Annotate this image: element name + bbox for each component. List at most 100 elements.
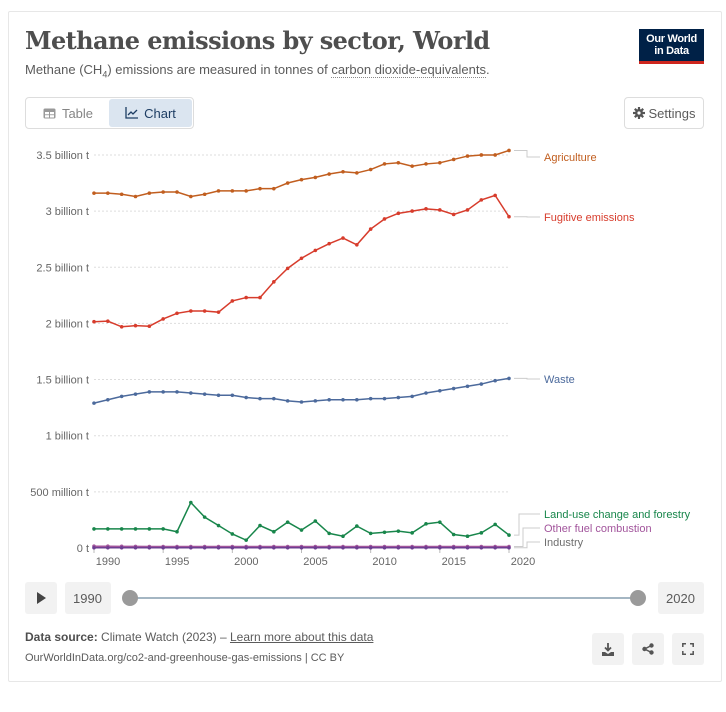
series-waste — [92, 376, 511, 405]
y-tick-label: 3.5 billion t — [36, 150, 89, 162]
data-point — [92, 527, 96, 531]
line-chart-icon — [125, 107, 139, 119]
tab-table[interactable]: Table — [27, 99, 109, 127]
data-point — [507, 533, 511, 537]
view-tabs: Table Chart — [25, 97, 194, 129]
source-url[interactable]: OurWorldInData.org/co2-and-greenhouse-ga… — [25, 652, 345, 664]
legend-label: Industry — [544, 537, 584, 549]
data-point — [341, 534, 345, 539]
x-tick-label: 1990 — [96, 556, 120, 568]
data-point — [106, 397, 110, 402]
data-point — [410, 209, 414, 213]
data-point — [507, 545, 511, 550]
timeline-end-handle[interactable] — [630, 590, 646, 606]
data-point — [133, 527, 138, 531]
x-axis: 1990 1995 2000 2005 2010 2015 2020 — [93, 548, 535, 568]
learn-more-link[interactable]: Learn more about this data — [229, 630, 374, 644]
table-icon — [43, 108, 56, 118]
data-point — [244, 189, 248, 193]
data-point — [272, 529, 276, 534]
download-button[interactable] — [592, 633, 624, 665]
data-point — [244, 395, 248, 400]
label-connector — [514, 527, 540, 548]
data-point — [299, 545, 304, 550]
y-tick-label: 500 million t — [30, 487, 89, 499]
data-point — [244, 545, 248, 550]
data-point — [119, 192, 124, 197]
owid-logo[interactable]: Our World in Data — [639, 29, 704, 64]
series-land-use-change-and-forestry — [92, 500, 511, 542]
data-point — [106, 545, 110, 550]
data-point — [272, 545, 276, 550]
share-button[interactable] — [632, 633, 664, 665]
settings-button[interactable]: Settings — [624, 97, 704, 129]
y-tick-label: 1.5 billion t — [36, 375, 89, 387]
y-tick-label: 1 billion t — [46, 431, 89, 443]
logo-line-1: Our World — [646, 33, 697, 45]
data-point — [355, 524, 359, 528]
series-line — [93, 194, 510, 328]
legend-label: Fugitive emissions — [544, 212, 635, 224]
legend-label: Agriculture — [544, 152, 597, 164]
x-tick-label: 2020 — [511, 556, 535, 568]
data-point — [355, 545, 359, 550]
x-tick-label: 2005 — [303, 556, 327, 568]
label-connector — [514, 377, 540, 380]
data-point — [341, 236, 345, 240]
data-point — [396, 545, 401, 550]
data-point — [451, 532, 456, 537]
data-point — [479, 382, 484, 386]
data-point — [119, 545, 124, 550]
series-lines — [92, 148, 511, 550]
data-point — [133, 545, 138, 550]
data-point — [92, 545, 96, 550]
data-point — [465, 384, 470, 389]
data-point — [382, 217, 387, 221]
data-point — [410, 164, 414, 168]
timeline-track[interactable] — [130, 597, 638, 599]
legend-labels: Agriculture Fugitive emissions Waste Land-u… — [514, 149, 691, 549]
data-point — [493, 153, 497, 157]
data-point — [175, 390, 179, 394]
data-point — [438, 388, 442, 393]
y-tick-label: 2.5 billion t — [36, 262, 89, 274]
data-point — [299, 256, 304, 261]
data-point — [202, 392, 207, 396]
data-point — [299, 528, 304, 532]
data-point — [493, 545, 497, 550]
timeline-start-year[interactable]: 1990 — [65, 582, 111, 614]
data-point — [313, 399, 318, 403]
subtitle-subscript: 4 — [102, 69, 108, 80]
data-point — [202, 192, 207, 197]
data-source: Data source: Climate Watch (2023) – Lear… — [25, 630, 373, 644]
data-point — [119, 324, 124, 329]
data-point — [313, 545, 318, 550]
data-point — [272, 186, 276, 191]
data-point — [285, 545, 290, 550]
timeline-start-handle[interactable] — [122, 590, 138, 606]
data-point — [175, 545, 179, 550]
play-button[interactable] — [25, 582, 57, 614]
x-tick-label: 2010 — [372, 556, 396, 568]
fullscreen-icon — [682, 643, 694, 655]
tab-chart[interactable]: Chart — [109, 99, 192, 127]
subtitle-text: . — [485, 62, 490, 77]
data-point — [479, 198, 484, 202]
data-point — [133, 323, 138, 328]
source-label: Data source: — [25, 630, 98, 644]
co2-equivalents-link[interactable]: carbon dioxide-equivalents — [331, 62, 486, 78]
data-point — [272, 280, 276, 284]
data-point — [175, 311, 179, 316]
timeline: 1990 2020 — [25, 582, 704, 614]
data-point — [189, 309, 193, 313]
series-line — [94, 501, 510, 542]
data-point — [189, 545, 193, 550]
data-point — [424, 207, 428, 211]
timeline-end-year[interactable]: 2020 — [658, 582, 704, 614]
data-point — [355, 171, 359, 175]
data-point — [368, 545, 373, 550]
data-point — [396, 395, 401, 400]
data-point — [161, 190, 165, 194]
data-point — [327, 545, 331, 550]
fullscreen-button[interactable] — [672, 633, 704, 665]
